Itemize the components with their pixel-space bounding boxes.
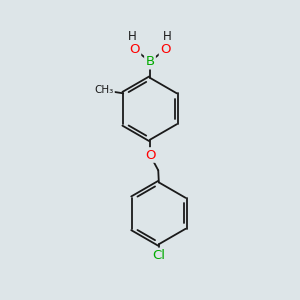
- Text: O: O: [129, 43, 140, 56]
- Text: H: H: [128, 30, 137, 43]
- Text: B: B: [146, 55, 154, 68]
- Text: O: O: [145, 148, 155, 161]
- Text: CH₃: CH₃: [94, 85, 114, 95]
- Text: H: H: [163, 30, 172, 43]
- Text: Cl: Cl: [152, 249, 165, 262]
- Text: O: O: [160, 43, 171, 56]
